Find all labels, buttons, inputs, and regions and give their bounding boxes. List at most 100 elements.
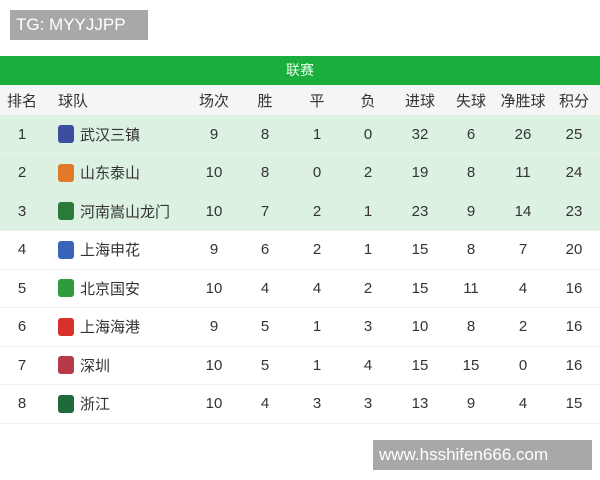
rank: 7 [17,356,27,374]
stat-d: 1 [312,356,322,374]
team-name: 武汉三镇 [80,126,141,144]
team[interactable]: 浙江 [58,385,198,423]
stat-ga: 8 [466,164,476,181]
team-name: 上海申花 [80,242,141,259]
table-row[interactable]: 2 山东泰山 10 8 0 2 19 8 11 24 [0,153,600,193]
stat-pts: 16 [565,279,583,297]
stat-ga: 8 [466,318,476,335]
stat-gd: 26 [514,125,532,143]
table-row[interactable]: 6 上海海港 9 5 1 3 10 8 2 16 [0,308,600,347]
team-name: 深圳 [80,357,111,375]
stat-l: 0 [363,125,373,143]
stat-l: 1 [363,241,373,258]
stat-d: 3 [312,395,322,412]
stat-pts: 25 [565,125,583,143]
rank: 2 [17,164,27,181]
team[interactable]: 山东泰山 [58,154,198,192]
team[interactable]: 北京国安 [58,269,198,307]
stat-d: 1 [312,318,322,335]
team-name: 北京国安 [80,280,141,298]
table-row[interactable]: 7 深圳 10 5 1 4 15 15 0 16 [0,346,600,385]
stat-played: 9 [209,125,219,143]
stat-pts: 20 [565,241,583,258]
rank: 5 [17,279,27,297]
team[interactable]: 武汉三镇 [58,115,198,153]
stat-gf: 19 [411,164,429,181]
stat-played: 10 [205,395,223,412]
stat-w: 5 [260,356,270,374]
stat-gf: 10 [411,318,429,335]
stat-gf: 32 [411,125,429,143]
stat-ga: 9 [466,395,476,412]
stat-played: 10 [205,164,223,181]
watermark-bottom: www.hsshifen666.com [373,440,592,470]
header-goals-against: 失球 [455,92,486,110]
league-title: 联赛 [0,56,600,85]
stat-played: 9 [209,318,219,335]
rank: 6 [17,318,27,335]
stat-d: 1 [312,125,322,143]
stat-played: 10 [205,202,223,220]
header-rank: 排名 [6,92,37,110]
stat-ga: 9 [466,202,476,220]
stat-l: 4 [363,356,373,374]
stat-w: 4 [260,395,270,412]
stat-gd: 0 [518,356,528,374]
header-points: 积分 [558,92,589,110]
table-header: 排名 球队 场次 胜 平 负 进球 失球 净胜球 积分 [0,85,600,115]
table-row[interactable]: 1 武汉三镇 9 8 1 0 32 6 26 25 [0,115,600,154]
stat-l: 3 [363,318,373,335]
rank: 4 [17,241,27,258]
table-row[interactable]: 5 北京国安 10 4 4 2 15 11 4 16 [0,269,600,308]
stat-ga: 6 [466,125,476,143]
team-logo-icon [58,279,74,297]
header-wins: 胜 [257,92,273,110]
team-name: 上海海港 [80,319,141,336]
table-row[interactable]: 4 上海申花 9 6 2 1 15 8 7 20 [0,231,600,270]
header-losses: 负 [360,92,376,110]
stat-l: 2 [363,279,373,297]
stat-gd: 7 [518,241,528,258]
stat-pts: 16 [565,318,583,335]
stat-d: 2 [312,241,322,258]
stat-ga: 11 [463,279,479,297]
stat-gd: 2 [518,318,528,335]
team[interactable]: 河南嵩山龙门 [58,192,198,230]
stat-gd: 4 [518,395,528,412]
stat-gd: 4 [518,279,528,297]
team[interactable]: 上海申花 [58,231,198,269]
table-row[interactable]: 8 浙江 10 4 3 3 13 9 4 15 [0,385,600,424]
team[interactable]: 深圳 [58,346,198,384]
stat-w: 7 [260,202,270,220]
team[interactable]: 上海海港 [58,308,198,346]
rank: 3 [17,202,27,220]
header-goals-for: 进球 [404,92,435,110]
team-logo-icon [58,317,74,336]
stat-gf: 15 [411,356,429,374]
stat-d: 2 [312,202,322,220]
header-draws: 平 [309,92,325,110]
team-logo-icon [58,356,74,374]
stat-played: 9 [209,241,219,258]
team-name: 浙江 [80,396,111,413]
stat-d: 4 [312,279,322,297]
stat-pts: 23 [565,202,583,220]
stat-w: 6 [260,241,270,258]
stat-d: 0 [312,164,322,181]
stat-gd: 14 [514,202,532,220]
team-logo-icon [58,394,74,413]
header-goal-diff: 净胜球 [500,92,546,110]
stat-pts: 15 [565,395,583,412]
rank: 1 [17,125,27,143]
team-name: 山东泰山 [80,165,141,182]
rank: 8 [17,395,27,412]
watermark-top: TG: MYYJJPP [10,10,148,40]
stat-w: 8 [260,164,270,181]
team-logo-icon [58,202,74,220]
stat-w: 4 [260,279,270,297]
stat-pts: 24 [565,164,583,181]
team-logo-icon [58,163,74,182]
stat-pts: 16 [565,356,583,374]
table-row[interactable]: 3 河南嵩山龙门 10 7 2 1 23 9 14 23 [0,192,600,231]
stat-l: 2 [363,164,373,181]
